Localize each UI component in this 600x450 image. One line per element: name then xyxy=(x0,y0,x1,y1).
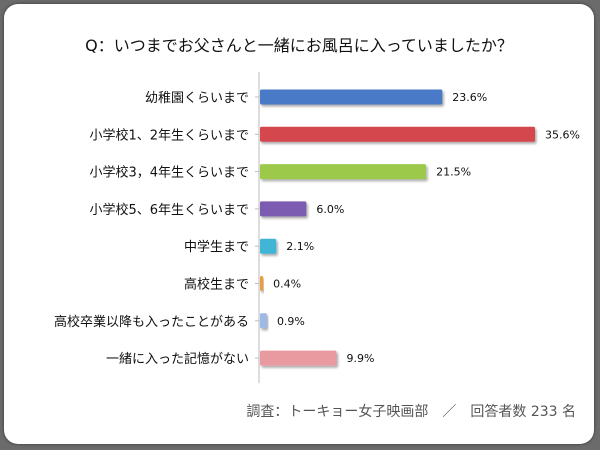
bar xyxy=(260,276,264,291)
source-note: 調査：トーキョー女子映画部 ／ 回答者数 233 名 xyxy=(246,404,576,420)
category-label: 小学校1、2年生くらいまで xyxy=(89,127,249,143)
bar xyxy=(260,313,267,329)
bar xyxy=(260,126,535,142)
value-label: 2.1% xyxy=(286,240,314,253)
bar xyxy=(260,164,427,180)
chart-frame: Q：いつまでお父さんと一緒にお風呂に入っていましたか？ 幼稚園くらいまで 23.6… xyxy=(4,4,594,444)
category-label: 一緒に入った記憶がない xyxy=(106,351,249,367)
category-label: 高校卒業以降も入ったことがある xyxy=(54,314,249,330)
value-label: 21.5% xyxy=(436,166,471,179)
value-label: 0.9% xyxy=(277,315,305,328)
bar-chart: 幼稚園くらいまで 23.6% 小学校1、2年生くらいまで 35.6% 小学校3，4年生く… xyxy=(54,72,580,384)
category-label: 小学校3，4年生くらいまで xyxy=(89,165,249,181)
chart-title: Q：いつまでお父さんと一緒にお風呂に入っていましたか？ xyxy=(85,36,513,55)
category-label: 中学生まで xyxy=(184,239,249,255)
value-label: 6.0% xyxy=(316,203,344,216)
value-label: 0.4% xyxy=(273,278,301,291)
category-label: 小学校5、6年生くらいまで xyxy=(89,202,249,218)
bar xyxy=(260,89,443,105)
bar xyxy=(260,201,307,217)
value-label: 35.6% xyxy=(545,128,580,141)
category-label: 幼稚園くらいまで xyxy=(145,91,249,106)
category-label: 高校生まで xyxy=(184,277,249,293)
bar xyxy=(260,238,277,254)
value-label: 9.9% xyxy=(346,352,374,365)
bar xyxy=(260,350,337,366)
value-label: 23.6% xyxy=(452,91,487,104)
